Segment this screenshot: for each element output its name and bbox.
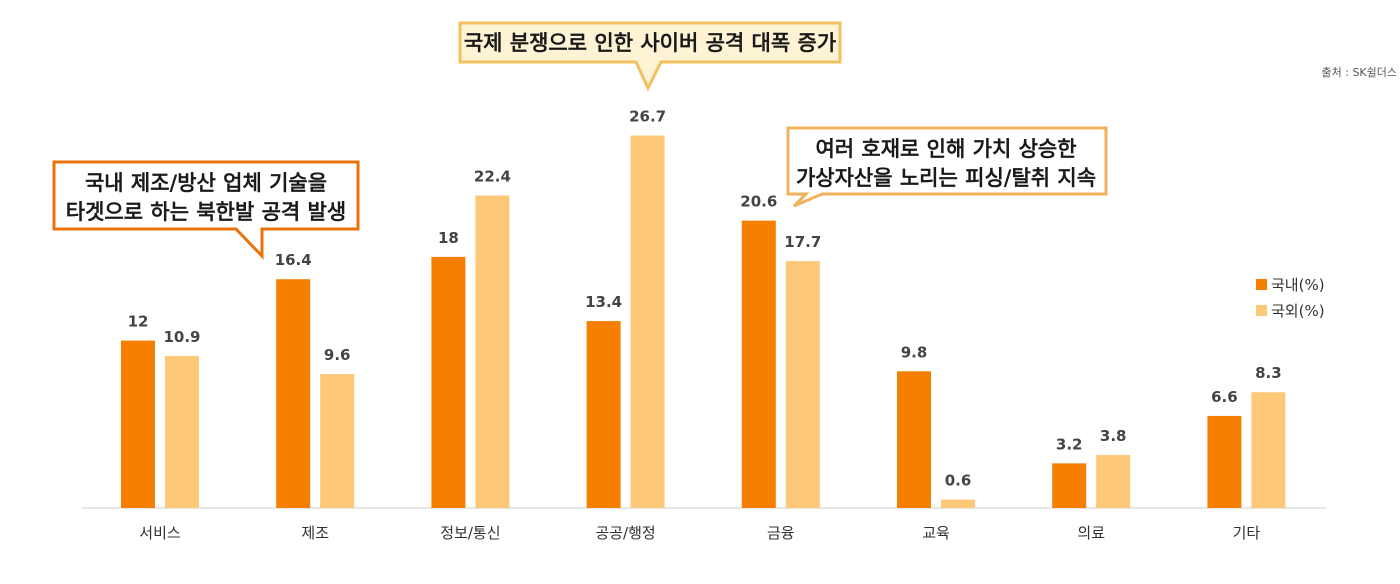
callout-finance-line-1: 여러 호재로 인해 가치 상승한 [815,137,1076,161]
bar-overseas-5 [941,499,975,508]
category-label-2: 정보/통신 [440,524,500,542]
value-label-domestic-7: 6.6 [1211,388,1238,406]
value-label-domestic-2: 18 [438,229,459,247]
bar-domestic-4 [741,220,776,508]
bar-overseas-0 [165,355,199,508]
value-label-domestic-6: 3.2 [1056,435,1083,453]
bar-overseas-4 [785,261,820,508]
value-label-domestic-4: 20.6 [740,193,777,211]
legend-swatch-overseas [1256,305,1267,316]
legend-swatch-domestic [1256,279,1267,290]
value-label-overseas-5: 0.6 [945,472,972,490]
bar-domestic-0 [121,340,155,508]
callout-finance: 여러 호재로 인해 가치 상승한 가상자산을 노리는 피싱/탈취 지속 [786,126,1108,208]
legend: 국내(%) 국외(%) [1256,276,1325,320]
bar-domestic-6 [1052,463,1087,508]
source-note: 출처 : SK쉴더스 [1322,66,1398,79]
bar-domestic-5 [897,371,931,508]
callout-manufacturing-box [52,160,360,260]
bar-overseas-6 [1096,454,1131,508]
value-label-overseas-6: 3.8 [1100,427,1127,445]
category-label-3: 공공/행정 [595,524,655,542]
category-label-6: 의료 [1077,524,1105,542]
value-label-domestic-3: 13.4 [585,293,622,311]
bar-overseas-7 [1251,392,1286,508]
bar-domestic-3 [586,321,621,508]
callout-public: 국제 분쟁으로 인한 사이버 공격 대폭 증가 [458,21,842,92]
bar-overseas-1 [320,374,355,508]
bar-domestic-7 [1207,415,1242,508]
value-label-domestic-0: 12 [128,313,149,331]
legend-label-domestic: 국내(%) [1271,276,1325,294]
value-label-overseas-1: 9.6 [324,346,351,364]
value-label-overseas-7: 8.3 [1255,364,1282,382]
bar-domestic-2 [431,256,466,508]
value-label-overseas-0: 10.9 [163,328,200,346]
category-label-5: 교육 [922,524,950,542]
callout-manufacturing-line-1: 국내 제조/방산 업체 기술을 [85,171,327,195]
callout-finance-box [786,126,1108,208]
value-label-domestic-5: 9.8 [901,343,928,361]
callout-manufacturing-line-2: 타겟으로 하는 북한발 공격 발생 [66,200,346,224]
category-labels: 서비스 제조 정보/통신 공공/행정 금융 교육 의료 기타 [139,524,1260,542]
value-label-overseas-2: 22.4 [474,168,511,186]
bar-overseas-3 [630,135,665,508]
bar-domestic-1 [276,279,311,508]
category-label-0: 서비스 [139,524,181,542]
legend-label-overseas: 국외(%) [1271,302,1325,320]
value-label-overseas-4: 17.7 [784,233,821,251]
value-label-domestic-1: 16.4 [275,251,312,269]
category-label-7: 기타 [1233,524,1261,542]
callout-manufacturing: 국내 제조/방산 업체 기술을 타겟으로 하는 북한발 공격 발생 [52,160,360,260]
callout-public-line-1: 국제 분쟁으로 인한 사이버 공격 대폭 증가 [464,31,837,55]
callout-public-box [458,21,842,92]
category-label-1: 제조 [301,524,329,542]
bar-overseas-2 [475,195,510,508]
category-label-4: 금융 [767,524,795,542]
callout-finance-line-2: 가상자산을 노리는 피싱/탈취 지속 [796,166,1096,190]
value-label-overseas-3: 26.7 [629,108,666,126]
bars-layer: 12 10.9 16.4 9.6 18 22.4 13.4 26.7 20.6 17.7 9.8 0.… [121,108,1286,508]
